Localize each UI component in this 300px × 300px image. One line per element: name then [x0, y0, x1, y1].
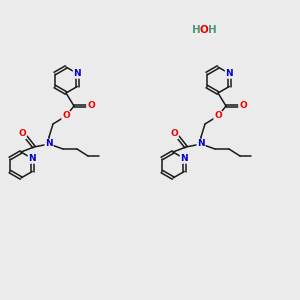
Text: O: O: [214, 112, 222, 121]
Text: O: O: [87, 101, 95, 110]
Text: N: N: [28, 154, 36, 163]
Text: H: H: [192, 25, 200, 35]
Text: N: N: [45, 140, 53, 148]
Text: O: O: [239, 101, 247, 110]
Text: N: N: [180, 154, 188, 163]
Text: N: N: [225, 69, 233, 78]
Text: O: O: [62, 112, 70, 121]
Text: N: N: [197, 140, 205, 148]
Text: N: N: [74, 69, 81, 78]
Text: O: O: [18, 130, 26, 139]
Text: H: H: [208, 25, 216, 35]
Text: O: O: [200, 25, 208, 35]
Text: O: O: [170, 130, 178, 139]
